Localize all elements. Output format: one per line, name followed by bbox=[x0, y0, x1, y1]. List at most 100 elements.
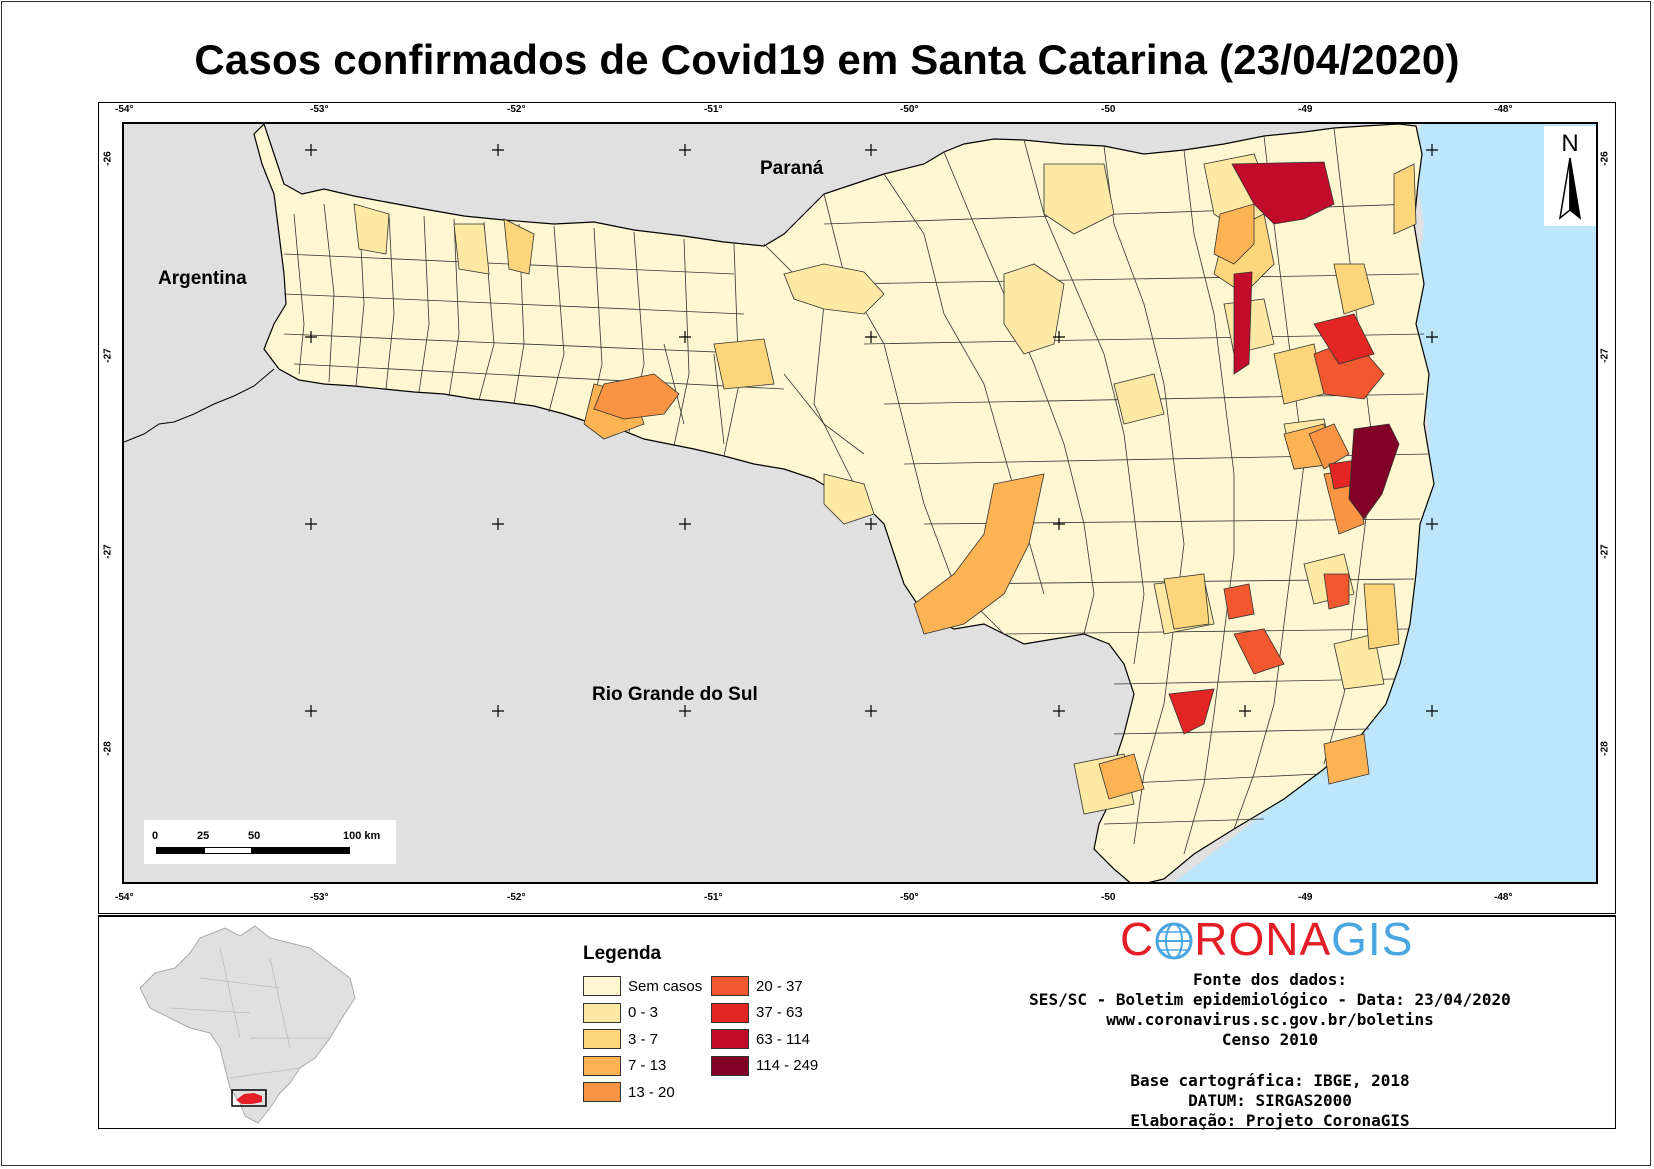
legend-swatch bbox=[711, 976, 749, 996]
legend-item: 37 - 63 bbox=[711, 1002, 803, 1024]
lon-tick-bottom: -49 bbox=[1298, 892, 1313, 903]
choropleth-map-svg bbox=[124, 124, 1596, 882]
logo-text-c: C bbox=[1120, 913, 1155, 965]
lon-tick-bottom: -50 bbox=[1101, 892, 1116, 903]
lon-tick-top: -54° bbox=[115, 104, 134, 115]
legend-label: 7 - 13 bbox=[628, 1057, 667, 1074]
municipality-0-3 bbox=[1003, 263, 1065, 355]
lat-tick-right: -26 bbox=[1599, 151, 1611, 166]
legend-label: 37 - 63 bbox=[756, 1004, 803, 1021]
coronagis-logo: C RONAGIS bbox=[1120, 912, 1413, 972]
scale-tick-50: 50 bbox=[248, 830, 261, 842]
lon-tick-bottom: -54° bbox=[115, 892, 134, 903]
municipality-63-114 bbox=[1233, 271, 1253, 375]
municipality-7-13 bbox=[1098, 753, 1145, 800]
scale-tick-25: 25 bbox=[197, 830, 210, 842]
legend-item: 7 - 13 bbox=[583, 1055, 666, 1077]
lat-tick-left: -26 bbox=[102, 151, 114, 166]
legend-swatch bbox=[583, 976, 621, 996]
legend-label: 20 - 37 bbox=[756, 977, 803, 995]
municipality-37-63 bbox=[1168, 688, 1215, 735]
lat-tick-left: -27 bbox=[102, 544, 114, 559]
lon-tick-bottom: -53° bbox=[310, 892, 329, 903]
lat-tick-right: -27 bbox=[1599, 544, 1611, 559]
lat-tick-right: -27 bbox=[1599, 348, 1611, 363]
lat-tick-left: -27 bbox=[102, 348, 114, 363]
legend-swatch bbox=[583, 1029, 621, 1049]
lat-tick-left: -28 bbox=[102, 741, 114, 756]
source-census: Censo 2010 bbox=[1221, 1030, 1319, 1049]
logo-text-gis: GIS bbox=[1331, 913, 1414, 965]
municipality-7-13 bbox=[913, 473, 1045, 635]
legend-swatch bbox=[711, 1029, 749, 1049]
label-argentina: Argentina bbox=[158, 268, 247, 289]
lon-tick-bottom: -52° bbox=[507, 892, 526, 903]
lon-tick-top: -50° bbox=[900, 104, 919, 115]
municipality-20-37 bbox=[1223, 583, 1255, 620]
source-elaboration: Elaboração: Projeto CoronaGIS bbox=[1130, 1111, 1410, 1130]
scale-tick-100: 100 km bbox=[343, 830, 381, 842]
municipality-7-13 bbox=[1323, 733, 1370, 785]
legend-item: 20 - 37 bbox=[711, 975, 803, 997]
scale-segment bbox=[252, 847, 350, 854]
municipality-3-7 bbox=[1333, 263, 1375, 315]
brazil-locator-map bbox=[139, 925, 356, 1124]
label-parana: Paraná bbox=[760, 158, 824, 179]
scale-segment bbox=[204, 847, 252, 854]
north-arrow: N bbox=[1544, 126, 1596, 226]
legend-label: 13 - 20 bbox=[628, 1083, 675, 1101]
legend-label: Sem casos bbox=[628, 977, 703, 995]
north-arrow-icon bbox=[1558, 157, 1582, 220]
lon-tick-bottom: -50° bbox=[900, 892, 919, 903]
legend-item: 13 - 20 bbox=[583, 1081, 675, 1103]
globe-icon bbox=[1154, 918, 1194, 972]
lon-tick-top: -53° bbox=[310, 104, 329, 115]
legend-label: 114 - 249 bbox=[756, 1057, 819, 1074]
legend-swatch bbox=[583, 1002, 621, 1023]
ocean bbox=[1174, 124, 1596, 882]
municipality-3-7 bbox=[503, 218, 535, 275]
municipality-63-114 bbox=[1231, 161, 1335, 225]
lon-tick-bottom: -48° bbox=[1494, 892, 1513, 903]
lon-tick-top: -50 bbox=[1101, 104, 1116, 115]
source-bulletin: SES/SC - Boletim epidemiológico - Data: … bbox=[1029, 990, 1511, 1009]
lon-tick-top: -49 bbox=[1298, 104, 1313, 115]
municipality-20-37 bbox=[1233, 628, 1285, 675]
logo-text-rona: RONA bbox=[1194, 913, 1332, 965]
lat-tick-right: -28 bbox=[1599, 741, 1611, 756]
lon-tick-top: -52° bbox=[507, 104, 526, 115]
municipality-0-3 bbox=[823, 473, 875, 525]
municipality-0-3 bbox=[453, 223, 490, 275]
municipality-13-20 bbox=[1308, 423, 1350, 470]
legend-item: 63 - 114 bbox=[711, 1028, 810, 1050]
map-title: Casos confirmados de Covid19 em Santa Ca… bbox=[194, 36, 1460, 83]
lon-tick-top: -51° bbox=[704, 104, 723, 115]
legend-item: 3 - 7 bbox=[583, 1028, 658, 1050]
scale-tick-0: 0 bbox=[152, 830, 159, 842]
legend-swatch bbox=[583, 1055, 621, 1076]
lon-tick-top: -48° bbox=[1494, 104, 1513, 115]
legend-item: 0 - 3 bbox=[583, 1002, 658, 1024]
municipality-7-13 bbox=[1213, 203, 1255, 265]
label-rio-grande-do-sul: Rio Grande do Sul bbox=[592, 684, 758, 705]
colored-municipalities bbox=[353, 153, 1417, 815]
municipality-13-20 bbox=[593, 373, 680, 420]
graticule-crosses bbox=[305, 144, 1438, 717]
municipality-3-7 bbox=[1393, 163, 1417, 235]
municipality-114-249 bbox=[1348, 423, 1400, 520]
source-url: www.coronavirus.sc.gov.br/boletins bbox=[1106, 1010, 1434, 1029]
municipality-3-7 bbox=[713, 338, 775, 390]
source-datum: DATUM: SIRGAS2000 bbox=[1188, 1091, 1352, 1110]
legend-label: 63 - 114 bbox=[756, 1030, 810, 1048]
scale-bar: 0 25 50 100 km bbox=[144, 820, 396, 864]
lon-tick-bottom: -51° bbox=[704, 892, 723, 903]
scale-segment bbox=[156, 847, 204, 854]
municipality-0-3 bbox=[1113, 373, 1165, 425]
municipality-3-7 bbox=[1363, 583, 1400, 650]
locator-box bbox=[231, 1089, 267, 1107]
legend-label: 3 - 7 bbox=[628, 1030, 659, 1048]
municipality-0-3 bbox=[783, 263, 885, 315]
municipality-3-7 bbox=[1163, 573, 1210, 630]
legend-swatch bbox=[583, 1082, 621, 1102]
